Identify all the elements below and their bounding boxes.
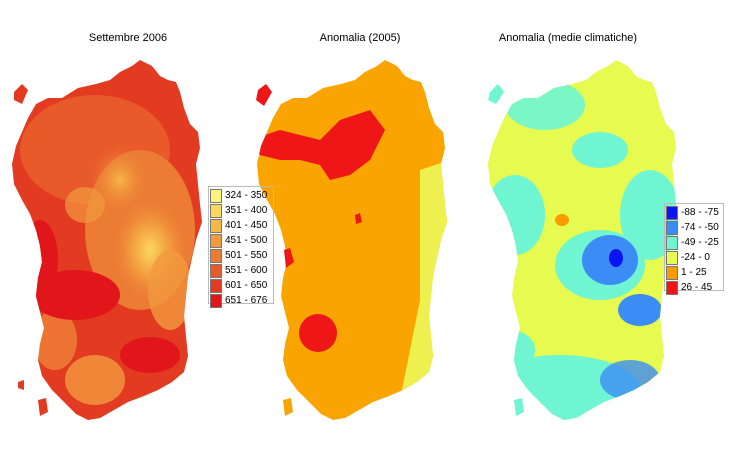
climatiche-legend-swatch <box>666 220 678 235</box>
legend-settembre: 324 - 350 351 - 400 401 - 450 451 - 500 501 … <box>210 188 267 308</box>
settembre-legend-item: 324 - 350 <box>210 188 267 203</box>
settembre-legend-item: 601 - 650 <box>210 278 267 293</box>
settembre-legend-item: 651 - 676 <box>210 293 267 308</box>
map-settembre-2006 <box>12 60 202 420</box>
climatiche-legend-item: -88 - -75 <box>666 205 719 220</box>
legend-box-climatiche <box>664 203 724 291</box>
climatiche-legend-swatch <box>666 235 678 250</box>
map-anomalia-climatiche <box>488 60 678 420</box>
panel-title-anomalia-2005: Anomalia (2005) <box>319 32 401 44</box>
settembre-legend-swatch <box>210 218 222 233</box>
settembre-legend-swatch <box>210 203 222 218</box>
settembre-legend-item: 351 - 400 <box>210 203 267 218</box>
climatiche-legend-label: -74 - -50 <box>681 221 719 233</box>
climatiche-legend-label: -88 - -75 <box>681 206 719 218</box>
climatiche-legend-swatch <box>666 265 678 280</box>
climatiche-legend-item: -24 - 0 <box>666 250 719 265</box>
climatiche-legend-item: -49 - -25 <box>666 235 719 250</box>
legend-climatiche: -88 - -75 -74 - -50 -49 - -25 -24 - 0 1 - 25… <box>666 205 719 295</box>
climatiche-legend-label: 26 - 45 <box>681 281 713 293</box>
settembre-legend-swatch <box>210 233 222 248</box>
settembre-legend-label: 324 - 350 <box>225 189 268 201</box>
settembre-legend-swatch <box>210 278 222 293</box>
settembre-legend-label: 401 - 450 <box>225 219 268 231</box>
settembre-legend-item: 401 - 450 <box>210 218 267 233</box>
settembre-legend-label: 451 - 500 <box>225 234 268 246</box>
settembre-legend-label: 501 - 550 <box>225 249 268 261</box>
climatiche-legend-item: 26 - 45 <box>666 280 719 295</box>
climatiche-legend-label: -24 - 0 <box>681 251 710 263</box>
settembre-legend-label: 351 - 400 <box>225 204 268 216</box>
map-anomalia-2005 <box>256 60 447 420</box>
climatiche-legend-swatch <box>666 205 678 220</box>
climatiche-legend-item: -74 - -50 <box>666 220 719 235</box>
settembre-legend-item: 501 - 550 <box>210 248 267 263</box>
settembre-legend-swatch <box>210 188 222 203</box>
settembre-legend-label: 651 - 676 <box>225 294 268 306</box>
panel-title-settembre: Settembre 2006 <box>88 32 168 44</box>
panel-title-anomalia-climatiche: Anomalia (medie climatiche) <box>498 32 638 44</box>
settembre-legend-label: 551 - 600 <box>225 264 268 276</box>
settembre-legend-swatch <box>210 293 222 308</box>
legend-box-settembre <box>208 186 274 304</box>
settembre-legend-item: 451 - 500 <box>210 233 267 248</box>
climatiche-legend-item: 1 - 25 <box>666 265 719 280</box>
settembre-legend-label: 601 - 650 <box>225 279 268 291</box>
climatiche-legend-label: 1 - 25 <box>681 266 707 278</box>
settembre-legend-swatch <box>210 248 222 263</box>
settembre-legend-swatch <box>210 263 222 278</box>
climatiche-legend-swatch <box>666 280 678 295</box>
settembre-legend-item: 551 - 600 <box>210 263 267 278</box>
climatiche-legend-swatch <box>666 250 678 265</box>
climatiche-legend-label: -49 - -25 <box>681 236 719 248</box>
